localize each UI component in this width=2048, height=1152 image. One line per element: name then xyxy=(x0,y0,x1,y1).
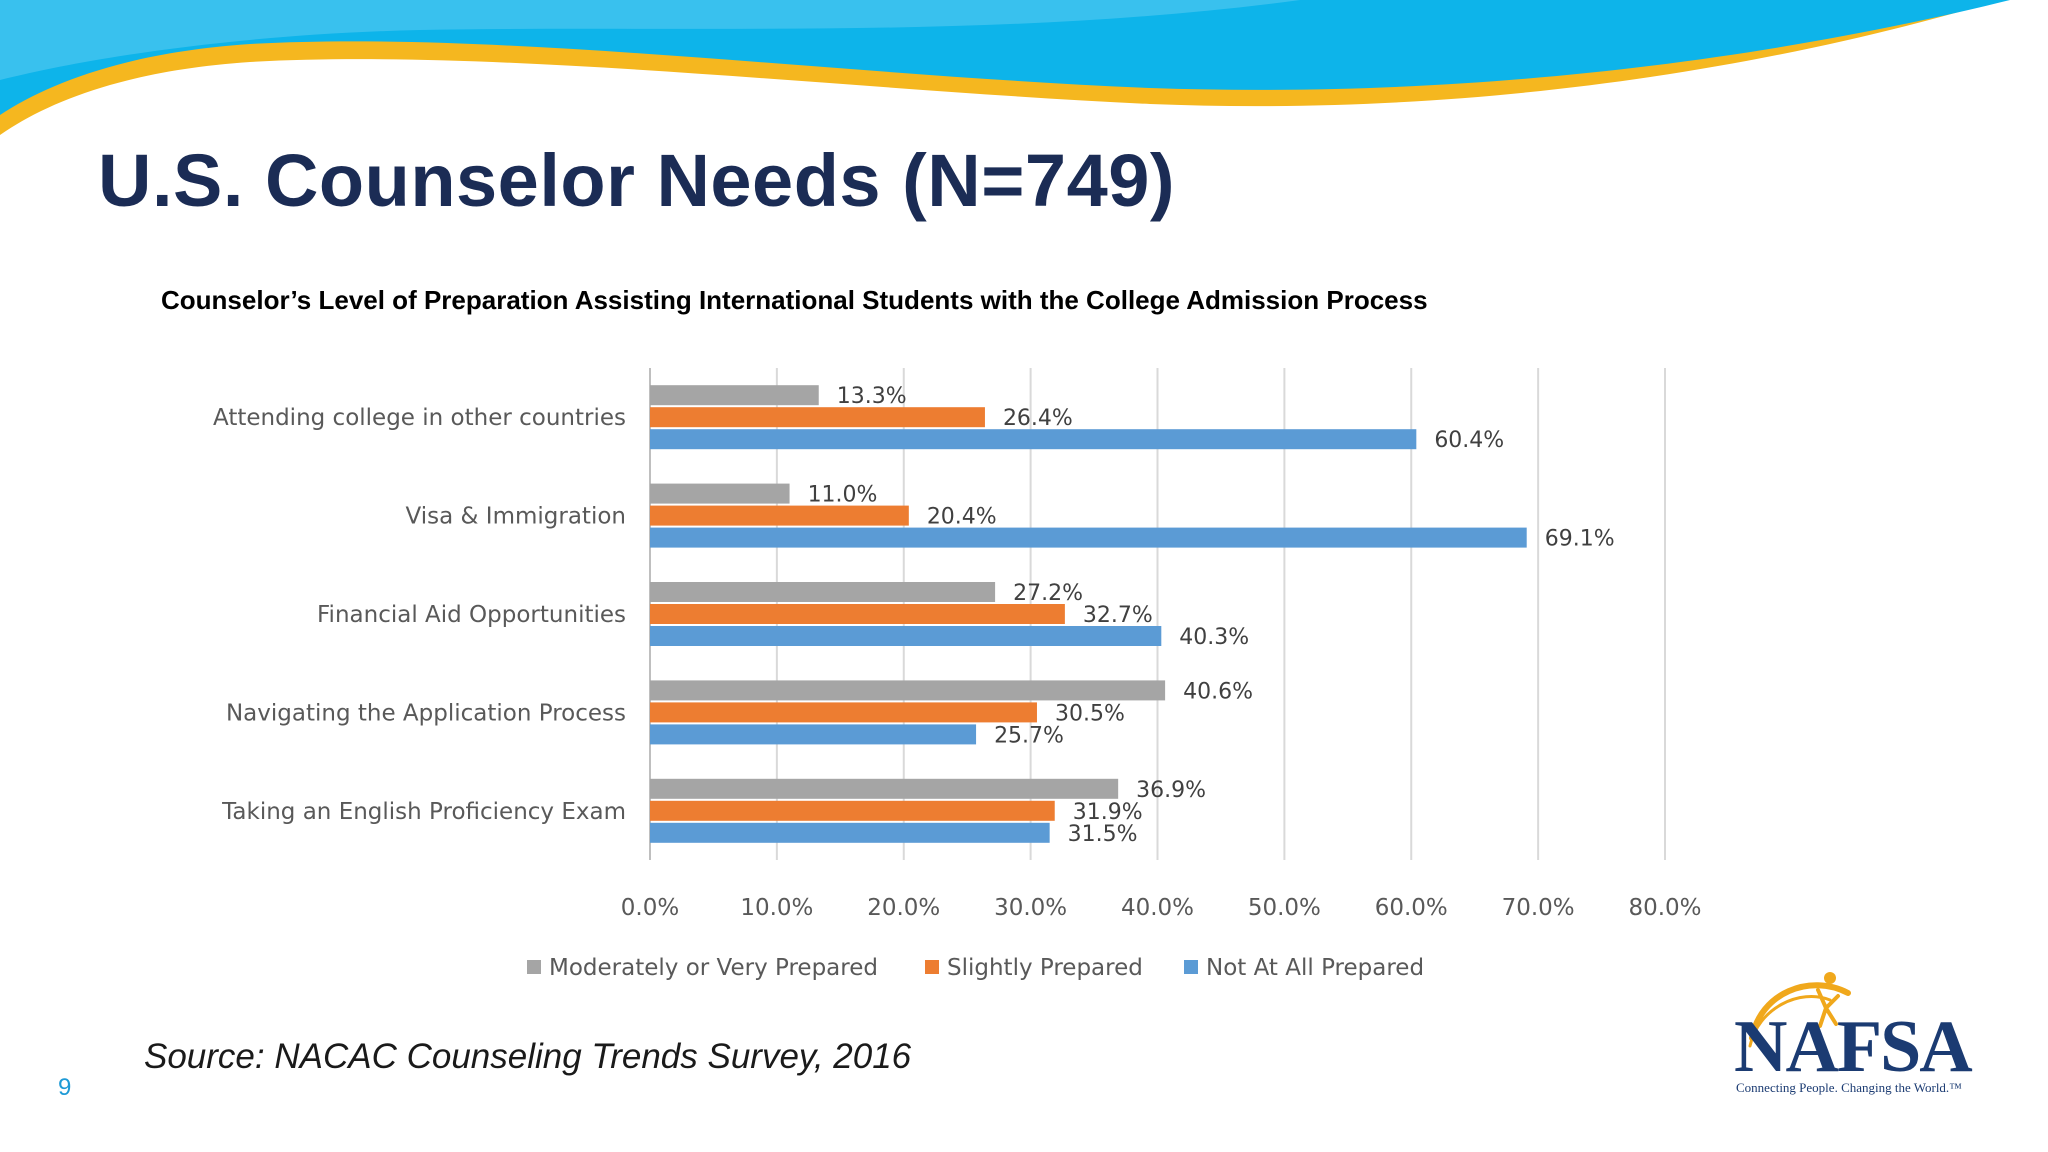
bar xyxy=(650,527,1527,548)
legend-label: Moderately or Very Prepared xyxy=(549,955,878,981)
x-tick-label: 60.0% xyxy=(1375,895,1448,921)
data-label: 60.4% xyxy=(1434,428,1504,453)
category-label: Taking an English Proficiency Exam xyxy=(221,799,626,825)
data-label: 13.3% xyxy=(837,384,907,409)
bar xyxy=(650,822,1050,843)
chart-bars xyxy=(650,385,1527,843)
banner-blue-wave xyxy=(0,0,2010,115)
bar xyxy=(650,800,1055,821)
data-label: 31.5% xyxy=(1068,822,1138,847)
bar xyxy=(650,505,909,526)
x-tick-label: 0.0% xyxy=(621,895,679,921)
data-label: 27.2% xyxy=(1013,581,1083,606)
bar xyxy=(650,407,985,428)
data-label: 32.7% xyxy=(1083,603,1153,628)
bar xyxy=(650,429,1417,450)
data-label: 36.9% xyxy=(1136,778,1206,803)
data-label: 69.1% xyxy=(1545,527,1615,552)
slide-title: U.S. Counselor Needs (N=749) xyxy=(98,139,1176,222)
legend-swatch xyxy=(925,960,939,974)
nafsa-logo-text: NAFSA xyxy=(1734,1006,1973,1088)
bar xyxy=(650,778,1119,799)
data-label: 30.5% xyxy=(1055,701,1125,726)
x-tick-label: 50.0% xyxy=(1248,895,1321,921)
legend-swatch xyxy=(527,960,541,974)
chart-labels: 0.0% 10.0% 20.0% 30.0% 40.0% 50.0% 60.0% 70.0% 8… xyxy=(213,384,1702,921)
bar xyxy=(650,582,996,602)
legend-label: Slightly Prepared xyxy=(947,955,1143,981)
nafsa-logo-tagline: Connecting People. Changing the World.™ xyxy=(1736,1080,1962,1095)
data-label: 31.9% xyxy=(1073,800,1143,825)
data-label: 40.3% xyxy=(1179,625,1249,650)
legend-swatch xyxy=(1184,960,1198,974)
bar xyxy=(650,724,977,745)
category-label: Visa & Immigration xyxy=(406,504,626,530)
data-label: 20.4% xyxy=(927,505,997,530)
bar xyxy=(650,680,1166,701)
header-banner xyxy=(0,0,2010,135)
nafsa-logo-figure-icon xyxy=(1748,972,1851,1048)
data-label: 40.6% xyxy=(1183,679,1253,704)
bar xyxy=(650,483,790,504)
legend-label: Not At All Prepared xyxy=(1206,955,1424,981)
data-label: 25.7% xyxy=(994,723,1064,748)
x-tick-label: 20.0% xyxy=(867,895,940,921)
page-number: 9 xyxy=(58,1074,72,1101)
banner-light-wave xyxy=(0,0,1300,80)
bar xyxy=(650,702,1037,723)
bar xyxy=(650,626,1162,646)
category-label: Attending college in other countries xyxy=(213,405,626,431)
bar xyxy=(650,385,819,406)
x-tick-label: 80.0% xyxy=(1628,895,1701,921)
source-citation: Source: NACAC Counseling Trends Survey, … xyxy=(144,1037,912,1076)
category-label: Financial Aid Opportunities xyxy=(317,602,626,628)
chart-title: Counselor’s Level of Preparation Assisti… xyxy=(161,285,1428,315)
x-tick-label: 40.0% xyxy=(1121,895,1194,921)
x-tick-label: 70.0% xyxy=(1502,895,1575,921)
category-label: Navigating the Application Process xyxy=(226,700,626,726)
bar xyxy=(650,604,1065,624)
chart-legend: Moderately or Very Prepared Slightly Prep… xyxy=(527,955,1424,981)
data-label: 26.4% xyxy=(1003,406,1073,431)
x-tick-label: 10.0% xyxy=(740,895,813,921)
x-tick-label: 30.0% xyxy=(994,895,1067,921)
data-label: 11.0% xyxy=(808,483,878,508)
